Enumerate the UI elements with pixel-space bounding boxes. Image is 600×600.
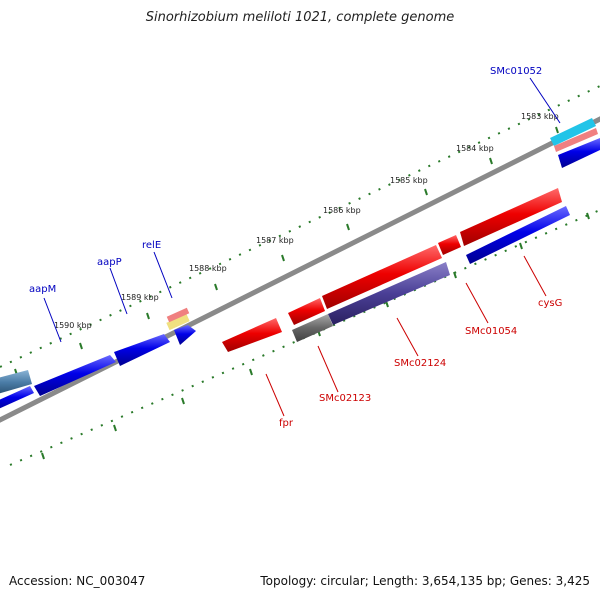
inner-major-ticks bbox=[41, 212, 590, 460]
accession-text: Accession: NC_003047 bbox=[9, 574, 146, 588]
label-aapP[interactable]: aapP bbox=[97, 257, 122, 268]
tick-label-1588: 1588 kbp bbox=[189, 264, 227, 273]
leader-SMc01052 bbox=[529, 77, 561, 124]
label-aapM[interactable]: aapM bbox=[29, 284, 56, 295]
gene-SMc01054-red[interactable] bbox=[438, 235, 461, 255]
topology-text: Topology: circular; Length: 3,654,135 bp… bbox=[260, 574, 590, 588]
gene-relE[interactable] bbox=[174, 325, 196, 345]
outer-tick-track bbox=[0, 85, 600, 368]
leader-cysG bbox=[523, 255, 547, 297]
tick-label-1583: 1583 kbp bbox=[521, 112, 559, 121]
label-cysG[interactable]: cysG bbox=[538, 298, 562, 309]
label-leaders bbox=[43, 77, 561, 417]
gene-SMc01052-cyan[interactable] bbox=[550, 118, 596, 146]
gene-aapP[interactable] bbox=[114, 334, 170, 366]
gene-relE-yellow bbox=[166, 313, 190, 331]
gene-aapM-2[interactable] bbox=[34, 355, 116, 396]
label-SMc01054[interactable]: SMc01054 bbox=[465, 326, 517, 337]
gene-SMc02124-purple[interactable] bbox=[328, 262, 450, 325]
gene-labels: SMc01052 relE aapP aapM fpr SMc02123 SMc… bbox=[29, 66, 562, 429]
gene-steel[interactable] bbox=[0, 370, 32, 395]
gene-aapM[interactable] bbox=[0, 386, 34, 411]
label-relE[interactable]: relE bbox=[142, 240, 161, 251]
outer-major-ticks bbox=[14, 126, 559, 376]
tick-labels: 1583 kbp 1584 kbp 1585 kbp 1586 kbp 1587… bbox=[54, 112, 559, 330]
leader-SMc02124 bbox=[396, 317, 419, 357]
leader-aapM bbox=[43, 297, 62, 343]
gene-SMc02123-gray[interactable] bbox=[292, 314, 333, 342]
tick-label-1589: 1589 kbp bbox=[121, 293, 159, 302]
tick-label-1584: 1584 kbp bbox=[456, 144, 494, 153]
tick-label-1586: 1586 kbp bbox=[323, 206, 361, 215]
leader-SMc01054 bbox=[465, 282, 489, 324]
tick-label-1587: 1587 kbp bbox=[256, 236, 294, 245]
gene-SMc02124-red[interactable] bbox=[322, 245, 442, 309]
label-SMc02123[interactable]: SMc02123 bbox=[319, 393, 371, 404]
backbone-line bbox=[0, 116, 600, 423]
forward-genes bbox=[0, 118, 600, 411]
tick-label-1590: 1590 kbp bbox=[54, 321, 92, 330]
tick-label-1585: 1585 kbp bbox=[390, 176, 428, 185]
gene-relE-salmon bbox=[166, 307, 190, 323]
label-SMc02124[interactable]: SMc02124 bbox=[394, 358, 446, 369]
map-title: Sinorhizobium meliloti 1021, complete ge… bbox=[145, 10, 455, 25]
leader-fpr bbox=[265, 373, 285, 417]
label-SMc01052[interactable]: SMc01052 bbox=[490, 66, 542, 77]
gene-cysG[interactable] bbox=[466, 206, 570, 264]
label-fpr[interactable]: fpr bbox=[279, 418, 294, 429]
gene-SMc01052-blue[interactable] bbox=[558, 138, 600, 168]
gene-SMc01054-red-2[interactable] bbox=[460, 188, 562, 246]
leader-SMc02123 bbox=[317, 345, 339, 393]
gene-fpr[interactable] bbox=[222, 318, 282, 352]
leader-relE bbox=[153, 251, 173, 299]
gene-SMc01052-salmon[interactable] bbox=[554, 128, 598, 152]
leader-aapP bbox=[109, 267, 128, 315]
gene-SMc02123-red[interactable] bbox=[288, 298, 325, 325]
reverse-genes bbox=[222, 188, 562, 352]
